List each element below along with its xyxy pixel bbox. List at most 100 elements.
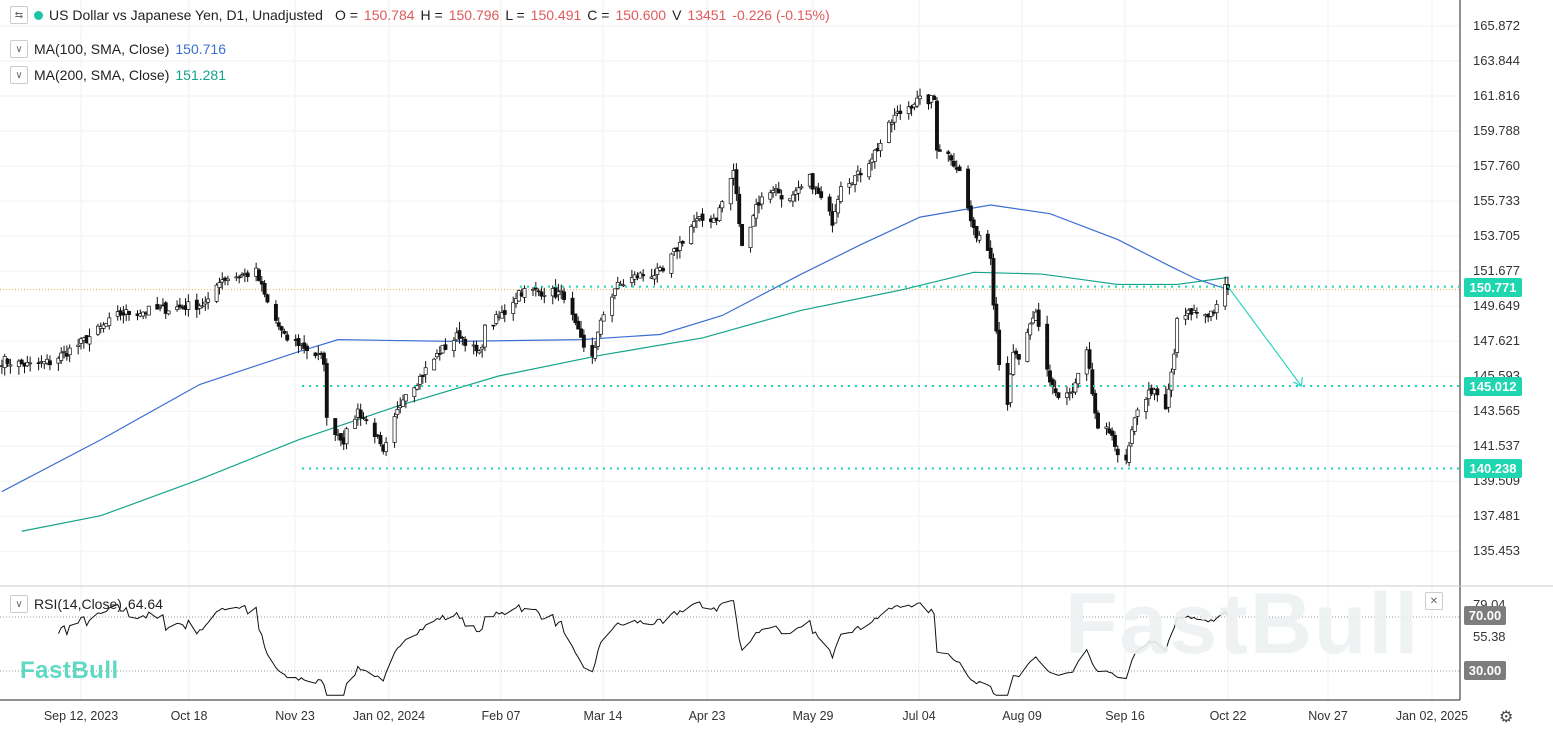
candle <box>499 312 504 319</box>
candle <box>127 311 131 315</box>
candle <box>353 418 357 429</box>
candle <box>522 288 527 298</box>
ma100-label: MA(100, SMA, Close) <box>34 41 170 57</box>
time-tick: May 29 <box>792 709 834 723</box>
candle <box>47 360 52 366</box>
candle <box>847 183 852 188</box>
candle <box>1087 349 1092 369</box>
level-price-label: 145.012 <box>1464 377 1522 397</box>
candle <box>598 319 603 335</box>
candle <box>1146 389 1151 400</box>
candle <box>700 213 705 221</box>
candle <box>971 219 976 228</box>
candle <box>680 241 685 244</box>
candle <box>1096 412 1100 429</box>
candle <box>344 428 349 445</box>
candle <box>734 169 739 195</box>
watermark: FastBull <box>1065 576 1421 672</box>
candle <box>790 194 795 202</box>
candle <box>660 267 665 272</box>
close-value: 150.600 <box>615 7 667 23</box>
volume-label: V <box>672 7 682 23</box>
candle <box>966 168 971 209</box>
candle <box>435 353 439 358</box>
candle <box>1209 310 1213 317</box>
time-tick: Oct 22 <box>1209 709 1247 723</box>
candle <box>217 282 222 288</box>
chevron-down-icon[interactable]: ∨ <box>10 595 28 613</box>
candle <box>819 191 824 198</box>
candle <box>1169 371 1174 391</box>
candle <box>768 192 773 200</box>
projection-arrow <box>1227 286 1302 387</box>
candle <box>579 328 583 338</box>
candle <box>197 305 202 309</box>
candle <box>166 310 171 315</box>
price-tick: 151.677 <box>1473 263 1520 279</box>
candle <box>1115 448 1120 456</box>
candle <box>813 186 818 189</box>
candle <box>754 204 759 219</box>
close-pane-icon[interactable]: ✕ <box>1425 592 1443 610</box>
candle <box>457 330 462 339</box>
price-tick: 159.788 <box>1473 123 1520 139</box>
candle <box>1214 304 1219 314</box>
time-tick: Aug 09 <box>1002 709 1042 723</box>
candle <box>257 269 261 281</box>
candle <box>1090 369 1095 395</box>
candle <box>1104 426 1109 429</box>
price-tick: 155.733 <box>1473 193 1520 209</box>
candle <box>677 242 682 251</box>
candle <box>988 247 993 259</box>
candle <box>946 151 951 154</box>
candle <box>361 417 366 419</box>
candle <box>480 346 485 350</box>
rsi-level-30: 30.00 <box>1464 661 1506 680</box>
open-label: O = <box>334 7 358 23</box>
candle <box>296 338 301 347</box>
time-tick: Feb 07 <box>481 709 521 723</box>
candle <box>1172 353 1177 370</box>
open-value: 150.784 <box>363 7 415 23</box>
price-tick: 135.453 <box>1473 543 1520 559</box>
time-tick: Oct 18 <box>170 709 208 723</box>
ma200-legend: ∨ MA(200, SMA, Close) 151.281 <box>10 66 226 84</box>
candle <box>542 295 547 297</box>
candle <box>494 314 499 324</box>
candle <box>1155 388 1160 396</box>
candle <box>403 394 408 402</box>
candle <box>796 187 801 194</box>
level-price-label: 150.771 <box>1464 277 1522 297</box>
candle <box>559 289 564 292</box>
candle <box>322 352 326 365</box>
candle <box>610 296 615 316</box>
candle <box>364 419 369 422</box>
candle <box>1183 315 1188 320</box>
candle <box>601 314 606 322</box>
candle <box>502 310 507 315</box>
chevron-down-icon[interactable]: ∨ <box>10 40 28 58</box>
candle <box>573 313 578 323</box>
candle <box>991 258 996 306</box>
candle <box>748 226 753 248</box>
candle <box>418 376 422 385</box>
chevron-down-icon[interactable]: ∨ <box>10 66 28 84</box>
candle <box>694 218 699 222</box>
rsi-tick: 55.38 <box>1473 629 1506 644</box>
candle <box>652 275 657 280</box>
time-tick: Nov 27 <box>1308 709 1348 723</box>
settings-gear-icon[interactable]: ⚙ <box>1499 709 1514 726</box>
rsi-label: RSI(14,Close) <box>34 596 122 612</box>
candle <box>957 166 962 172</box>
candle <box>358 409 363 419</box>
candle <box>581 334 586 348</box>
candle <box>1076 372 1081 385</box>
candle <box>833 211 838 224</box>
candle <box>776 188 781 194</box>
candle <box>1064 392 1069 398</box>
candle <box>59 352 64 361</box>
price-tick: 143.565 <box>1473 403 1520 419</box>
collapse-arrows-icon[interactable]: ⇆ <box>10 6 28 24</box>
candle <box>1016 354 1021 360</box>
